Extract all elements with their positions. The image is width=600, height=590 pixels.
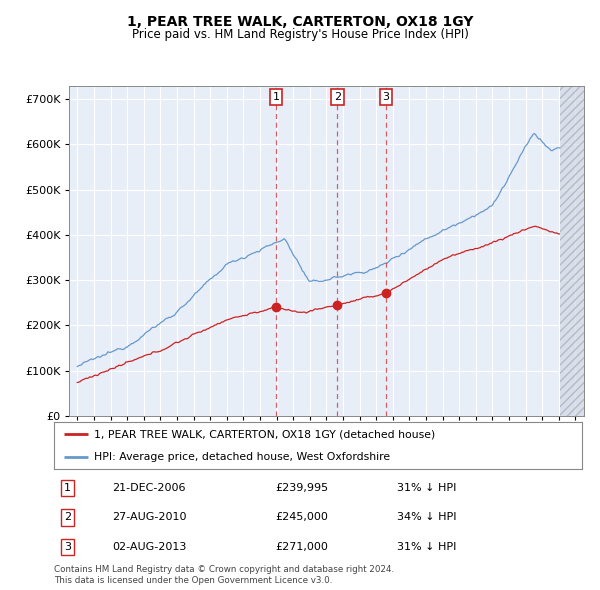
Text: 3: 3 <box>382 92 389 102</box>
Text: HPI: Average price, detached house, West Oxfordshire: HPI: Average price, detached house, West… <box>94 452 390 462</box>
Text: £271,000: £271,000 <box>276 542 329 552</box>
Text: 1: 1 <box>272 92 280 102</box>
Text: 34% ↓ HPI: 34% ↓ HPI <box>397 513 457 522</box>
Text: 27-AUG-2010: 27-AUG-2010 <box>112 513 187 522</box>
Text: 2: 2 <box>64 513 71 522</box>
Text: Price paid vs. HM Land Registry's House Price Index (HPI): Price paid vs. HM Land Registry's House … <box>131 28 469 41</box>
Text: 1, PEAR TREE WALK, CARTERTON, OX18 1GY: 1, PEAR TREE WALK, CARTERTON, OX18 1GY <box>127 15 473 29</box>
Text: £239,995: £239,995 <box>276 483 329 493</box>
Text: Contains HM Land Registry data © Crown copyright and database right 2024.
This d: Contains HM Land Registry data © Crown c… <box>54 565 394 585</box>
Text: 21-DEC-2006: 21-DEC-2006 <box>112 483 185 493</box>
Text: 2: 2 <box>334 92 341 102</box>
Text: £245,000: £245,000 <box>276 513 329 522</box>
Text: 1, PEAR TREE WALK, CARTERTON, OX18 1GY (detached house): 1, PEAR TREE WALK, CARTERTON, OX18 1GY (… <box>94 429 435 439</box>
Text: 1: 1 <box>64 483 71 493</box>
Text: 3: 3 <box>64 542 71 552</box>
Text: 31% ↓ HPI: 31% ↓ HPI <box>397 542 457 552</box>
Text: 31% ↓ HPI: 31% ↓ HPI <box>397 483 457 493</box>
Text: 02-AUG-2013: 02-AUG-2013 <box>112 542 187 552</box>
Bar <box>560 86 584 416</box>
